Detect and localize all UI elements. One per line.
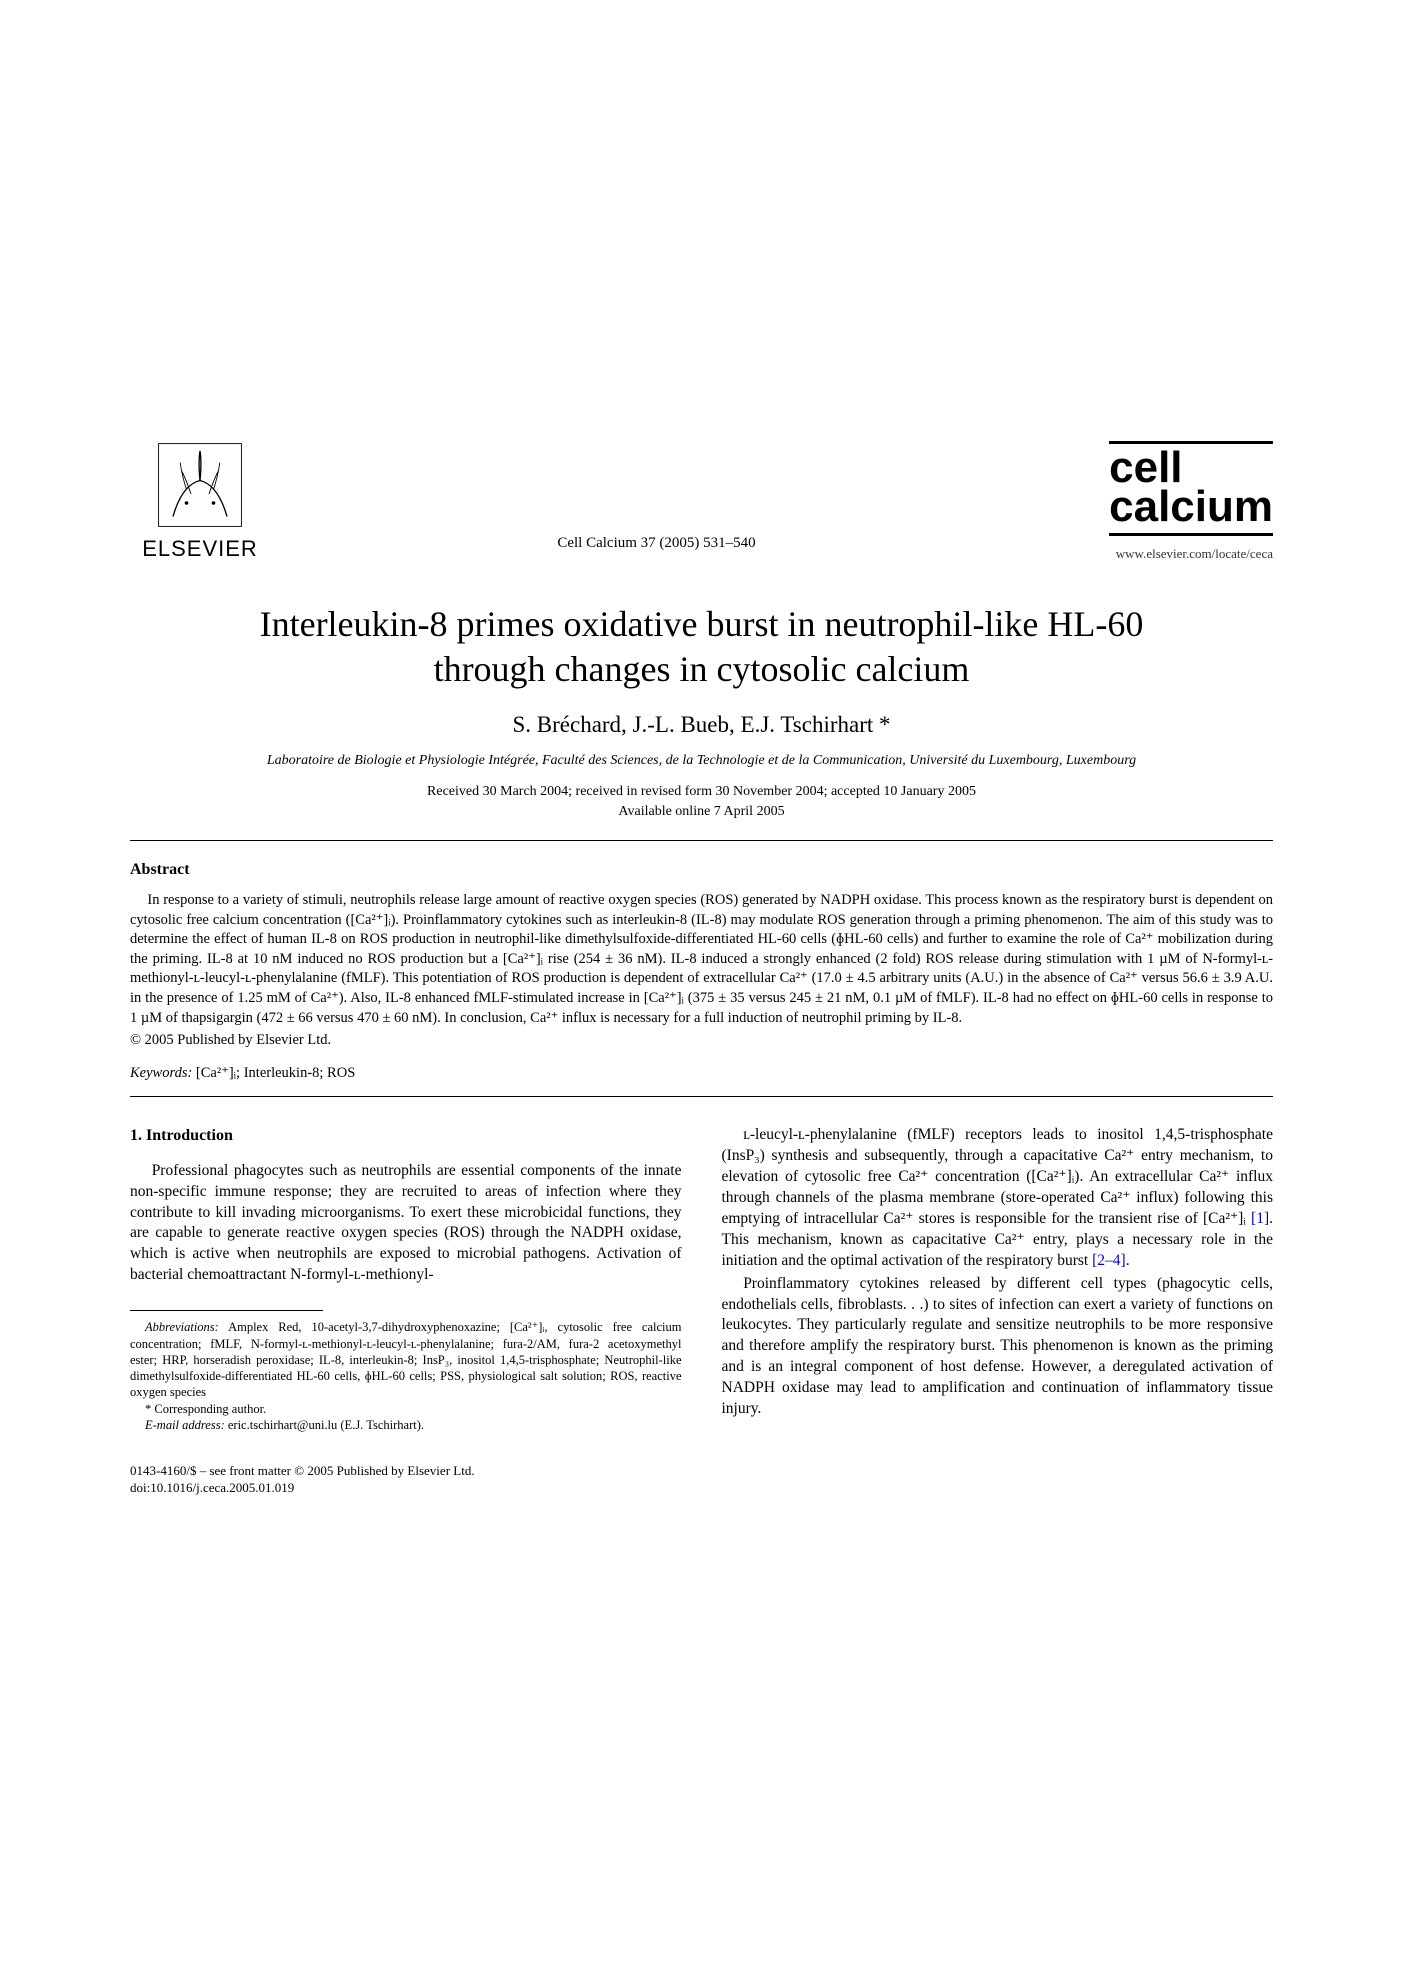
rule-bottom (130, 1096, 1273, 1097)
publisher-name: ELSEVIER (142, 536, 258, 562)
corresponding-author: * Corresponding author. (130, 1401, 682, 1417)
available-online: Available online 7 April 2005 (130, 804, 1273, 820)
abbreviations: Abbreviations: Amplex Red, 10-acetyl-3,7… (130, 1319, 682, 1400)
body-columns: 1. Introduction Professional phagocytes … (130, 1125, 1273, 1433)
footnotes: Abbreviations: Amplex Red, 10-acetyl-3,7… (130, 1319, 682, 1433)
rule-top (130, 840, 1273, 841)
journal-block: cell calcium www.elsevier.com/locate/cec… (1043, 441, 1273, 562)
email-value: eric.tschirhart@uni.lu (E.J. Tschirhart)… (225, 1418, 424, 1432)
footer-line-1: 0143-4160/$ – see front matter © 2005 Pu… (130, 1463, 1273, 1480)
header-row: ELSEVIER Cell Calcium 37 (2005) 531–540 … (130, 440, 1273, 562)
col2-para-1: ʟ-leucyl-ʟ-phenylalanine (fMLF) receptor… (722, 1125, 1274, 1271)
keywords-label: Keywords: (130, 1065, 192, 1081)
column-left: 1. Introduction Professional phagocytes … (130, 1125, 682, 1433)
citation: Cell Calcium 37 (2005) 531–540 (270, 535, 1043, 562)
affiliation: Laboratoire de Biologie et Physiologie I… (130, 752, 1273, 770)
abstract-heading: Abstract (130, 861, 1273, 879)
footer-meta: 0143-4160/$ – see front matter © 2005 Pu… (130, 1463, 1273, 1497)
authors: S. Bréchard, J.-L. Bueb, E.J. Tschirhart… (130, 712, 1273, 738)
abstract-copyright: © 2005 Published by Elsevier Ltd. (130, 1032, 1273, 1049)
ref-link-2[interactable]: [2–4] (1092, 1252, 1126, 1269)
article-title: Interleukin-8 primes oxidative burst in … (252, 602, 1152, 692)
keywords: Keywords: [Ca²⁺]ᵢ; Interleukin-8; ROS (130, 1065, 1273, 1082)
intro-heading: 1. Introduction (130, 1125, 682, 1147)
ref-link-1[interactable]: [1] (1251, 1210, 1269, 1227)
journal-line2: calcium (1109, 487, 1273, 527)
abbrev-label: Abbreviations: (145, 1320, 219, 1334)
journal-logo: cell calcium (1109, 441, 1273, 536)
col2-para-2: Proinflammatory cytokines released by di… (722, 1274, 1274, 1420)
col2-text-1c: . (1126, 1252, 1130, 1269)
elsevier-logo (155, 440, 245, 530)
col2-text-1: ʟ-leucyl-ʟ-phenylalanine (fMLF) receptor… (722, 1126, 1274, 1227)
footer-line-2: doi:10.1016/j.ceca.2005.01.019 (130, 1480, 1273, 1497)
email-line: E-mail address: eric.tschirhart@uni.lu (… (130, 1417, 682, 1433)
keywords-values: [Ca²⁺]ᵢ; Interleukin-8; ROS (192, 1065, 355, 1081)
received-dates: Received 30 March 2004; received in revi… (130, 784, 1273, 800)
intro-para-1: Professional phagocytes such as neutroph… (130, 1161, 682, 1287)
journal-url: www.elsevier.com/locate/ceca (1043, 546, 1273, 562)
column-right: ʟ-leucyl-ʟ-phenylalanine (fMLF) receptor… (722, 1125, 1274, 1433)
footnote-rule (130, 1310, 323, 1311)
publisher-block: ELSEVIER (130, 440, 270, 562)
email-label: E-mail address: (145, 1418, 225, 1432)
abstract-body: In response to a variety of stimuli, neu… (130, 891, 1273, 1028)
